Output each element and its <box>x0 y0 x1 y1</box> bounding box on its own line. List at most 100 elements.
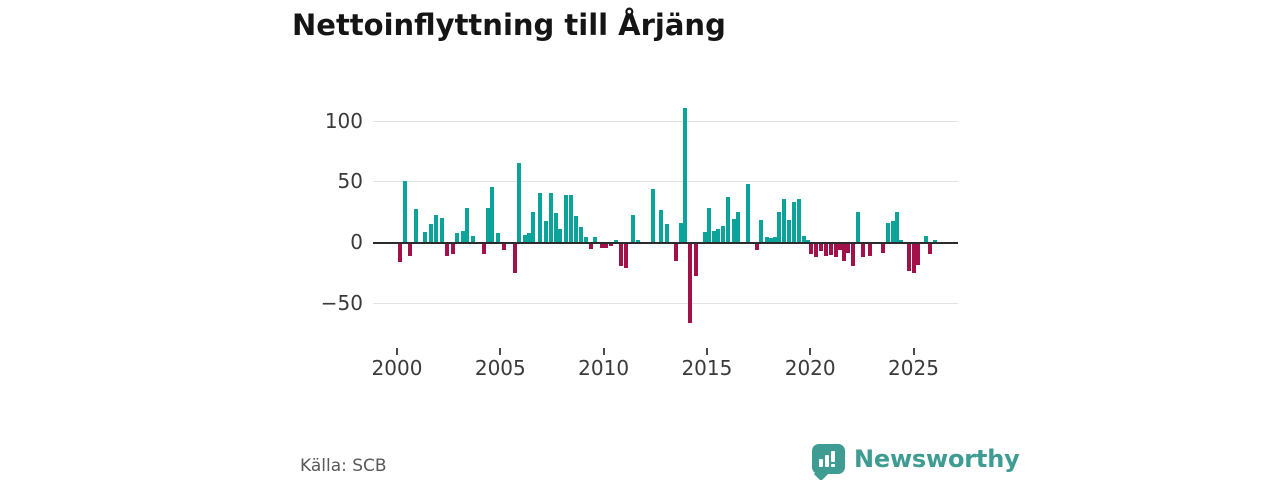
positive-bar <box>683 108 688 242</box>
positive-bar <box>894 211 899 242</box>
positive-bar <box>933 239 938 242</box>
positive-bar <box>735 211 740 242</box>
positive-bar <box>490 187 495 242</box>
negative-bar <box>589 244 594 249</box>
positive-bar <box>764 237 769 242</box>
negative-bar <box>599 244 604 248</box>
positive-bar <box>554 212 559 242</box>
negative-bar <box>915 244 920 265</box>
negative-bar <box>408 244 413 257</box>
positive-bar <box>485 207 490 242</box>
positive-bar <box>796 199 801 242</box>
negative-bar <box>755 244 760 251</box>
positive-bar <box>706 207 711 242</box>
mini-dot-icon <box>831 464 835 467</box>
negative-bar <box>481 244 486 254</box>
positive-bar <box>543 221 548 242</box>
positive-bar <box>855 211 860 242</box>
x-axis-tick <box>705 348 708 355</box>
positive-bar <box>548 193 553 242</box>
positive-bar <box>782 199 787 242</box>
gridline <box>373 181 958 183</box>
negative-bar <box>911 244 916 274</box>
negative-bar <box>398 244 403 263</box>
mini-bar-icon <box>831 451 835 462</box>
x-axis-tick-label: 2010 <box>578 356 630 380</box>
brand-name: Newsworthy <box>854 445 1020 473</box>
positive-bar <box>403 181 408 242</box>
negative-bar <box>512 244 517 274</box>
x-axis-tick-label: 2025 <box>888 356 939 380</box>
positive-bar <box>465 207 470 242</box>
positive-bar <box>721 226 726 242</box>
x-axis-tick-label: 2020 <box>784 356 836 380</box>
positive-bar <box>777 211 782 242</box>
bar-chart-speech-bubble-icon <box>812 444 845 480</box>
negative-bar <box>906 244 911 271</box>
x-axis-tick <box>499 348 502 355</box>
positive-bar <box>702 232 707 242</box>
positive-bar <box>573 216 578 242</box>
positive-bar <box>423 232 428 242</box>
positive-bar <box>584 237 589 242</box>
negative-bar <box>673 244 678 261</box>
positive-bar <box>664 223 669 242</box>
positive-bar <box>886 222 891 242</box>
negative-bar <box>824 244 829 257</box>
positive-bar <box>413 209 418 242</box>
negative-bar <box>841 244 846 261</box>
negative-bar <box>809 244 814 254</box>
negative-bar <box>688 244 693 323</box>
y-axis-tick-label: −50 <box>320 290 363 315</box>
x-axis-tick <box>602 348 605 355</box>
x-axis-tick <box>809 348 812 355</box>
negative-bar <box>928 244 933 254</box>
negative-bar <box>867 244 872 257</box>
mini-bar-icon <box>825 455 829 467</box>
negative-bar <box>502 244 507 251</box>
positive-bar <box>537 193 542 242</box>
positive-bar <box>568 194 573 242</box>
gridline <box>373 120 958 122</box>
positive-bar <box>731 218 736 242</box>
negative-bar <box>624 244 629 269</box>
y-axis-tick-label: 0 <box>350 230 363 254</box>
positive-bar <box>801 235 806 242</box>
positive-bar <box>593 237 598 242</box>
negative-bar <box>850 244 855 266</box>
positive-bar <box>773 237 778 242</box>
positive-bar <box>564 194 569 242</box>
positive-bar <box>523 234 528 242</box>
positive-bar <box>454 233 459 242</box>
negative-bar <box>846 244 850 253</box>
y-axis-tick-label: 100 <box>324 108 363 133</box>
negative-bar <box>880 244 885 253</box>
negative-bar <box>818 244 823 252</box>
positive-bar <box>496 233 501 242</box>
positive-bar <box>712 231 717 242</box>
positive-bar <box>716 228 721 242</box>
mini-bar-icon <box>819 459 823 467</box>
negative-bar <box>814 244 819 258</box>
speech-bubble-tail <box>813 466 829 480</box>
x-axis-tick <box>396 348 398 355</box>
negative-bar <box>693 244 698 276</box>
negative-bar <box>833 244 838 258</box>
positive-bar <box>899 239 904 242</box>
positive-bar <box>531 211 536 242</box>
positive-bar <box>746 183 751 242</box>
x-axis-tick-label: 2005 <box>474 356 526 380</box>
x-axis-tick-label: 2015 <box>681 356 733 380</box>
positive-bar <box>768 238 773 242</box>
positive-bar <box>471 235 476 242</box>
positive-bar <box>890 221 895 242</box>
positive-bar <box>786 220 791 242</box>
x-axis-tick <box>912 348 915 355</box>
positive-bar <box>651 188 656 242</box>
negative-bar <box>444 244 449 257</box>
gridline <box>373 302 958 304</box>
positive-bar <box>440 217 445 242</box>
zero-axis-line <box>373 242 958 244</box>
positive-bar <box>630 215 635 242</box>
